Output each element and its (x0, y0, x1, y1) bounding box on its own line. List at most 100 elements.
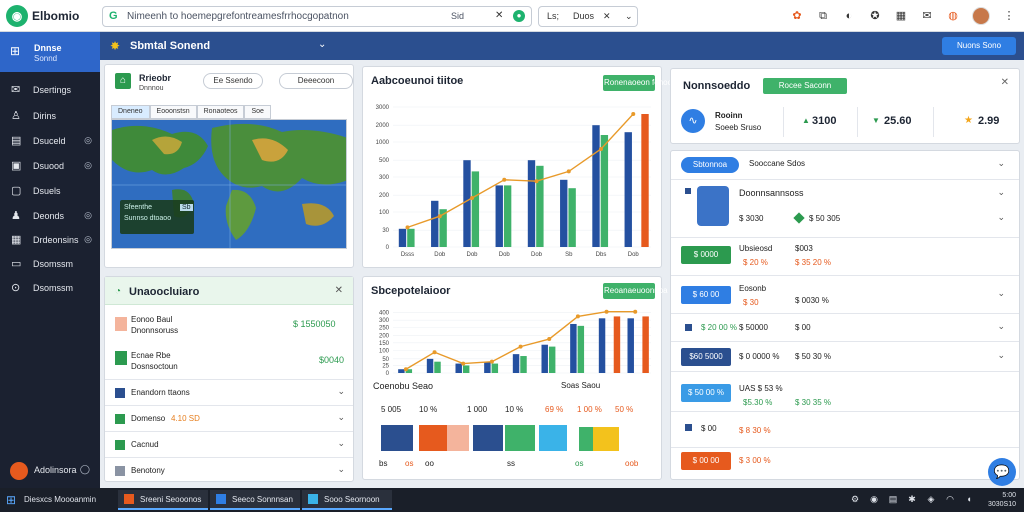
right-list-card: Sbtonnoa Sooccane Sdos ⌄ Doonnsannsoss ⌄… (670, 150, 1020, 480)
list-item[interactable]: Cacnud ⌄ (105, 431, 353, 457)
close-icon[interactable]: ✕ (334, 285, 343, 296)
sidebar-item-9[interactable]: ⊙ Dsomssm (0, 278, 100, 300)
list-item[interactable]: $ 20 00 % $ 50000 $ 00 ⌄ (671, 313, 1019, 341)
trend-line (407, 113, 634, 229)
chevron-down-icon: ⌄ (997, 288, 1005, 298)
row-sub: $ 30 (743, 298, 759, 307)
help-icon[interactable]: ◐ (845, 10, 853, 22)
list-item[interactable]: $ 0000 Ubsieosd $ 20 % $003 $ 35 20 % (671, 237, 1019, 275)
taskbar-app-3[interactable]: Sooo Seornoon (302, 490, 392, 510)
bluetooth-icon[interactable]: ✱ (908, 494, 916, 504)
extension-icon[interactable]: ● (513, 10, 525, 22)
shield-icon[interactable]: ◈ (927, 494, 935, 504)
revenue-filter-pill[interactable]: Ronenaoeon fonoo (603, 75, 672, 91)
right-list-pill[interactable]: Sbtonnoa (681, 157, 739, 173)
clock[interactable]: 5:00 3030S10 (980, 491, 1016, 509)
map-date-pill[interactable]: Deeecoon (279, 73, 353, 89)
map-filter-pill[interactable]: Ee Ssendo (203, 73, 263, 89)
settings-icon: ⊙ (11, 282, 21, 294)
sidebar-item-7[interactable]: ▦ Drdeonsins ◎ (0, 230, 100, 252)
list-item[interactable]: $ 00 00 $ 3 00 % (671, 447, 1019, 479)
x-tick-label: Dob (531, 252, 543, 258)
taskbar-app-2[interactable]: Seeco Sonnnsan (210, 490, 300, 510)
notification-icon[interactable]: ✿ (792, 10, 802, 22)
calendar-icon[interactable]: ▦ (895, 10, 907, 22)
url-text[interactable]: Nimeenh to hoemepgrefontreamesfrrhocgopa… (127, 11, 349, 22)
stat-block-3: ★ 2.99 (933, 107, 1013, 137)
close-icon[interactable]: ✕ (603, 11, 611, 21)
start-icon[interactable]: ⊞ (6, 493, 17, 507)
chevron-down-icon: ⌄ (997, 350, 1005, 360)
list-item[interactable]: $ 00 $ 8 30 % (671, 411, 1019, 447)
close-icon[interactable]: ✕ (1000, 77, 1009, 88)
taskbar-search[interactable]: Diesxcs Moooanmin (24, 495, 97, 504)
list-item[interactable]: $60 5000 $ 0 0000 % $ 50 30 % ⌄ (671, 341, 1019, 371)
bar (624, 132, 632, 247)
sidebar-brand[interactable]: ⊞ Dnnse Sonnd (0, 32, 100, 72)
expand-icon[interactable]: ✕ (495, 10, 504, 21)
search-box[interactable]: Ls; Duos ✕ ⌄ (538, 6, 638, 27)
list-item[interactable]: Domenso 4.10 SD ⌄ (105, 405, 353, 431)
chevron-down-icon[interactable]: ⌄ (318, 39, 327, 50)
profile-row[interactable]: Doonnsannsoss ⌄ $ 3030 $ 50 305 ⌄ (671, 179, 1019, 235)
trend-point (405, 225, 410, 230)
tab-1[interactable]: Dneneo (111, 105, 150, 119)
chevron-down-icon[interactable]: ⌄ (997, 158, 1005, 168)
clock-date: 3030S10 (987, 501, 1016, 508)
y-tick-label: 500 (379, 158, 390, 164)
sidebar-item-1[interactable]: ✉ Dsertings (0, 80, 100, 102)
sidebar-item-5[interactable]: ▢ Dsuels (0, 181, 100, 203)
row-badge: $ 50 00 % (681, 384, 731, 402)
sidebar-item-6[interactable]: ♟ Deonds ◎ (0, 206, 100, 228)
wifi-icon[interactable]: ◠ (946, 494, 954, 504)
taskbar-app-1[interactable]: Sreeni Seooonos (118, 490, 208, 510)
app-logo-icon[interactable]: ◉ (6, 5, 28, 27)
sidebar-user[interactable]: Adolinsora ◯ (8, 460, 92, 482)
mail-icon[interactable]: ✉ (922, 10, 932, 22)
share-icon[interactable]: ⧉ (819, 10, 827, 22)
list-item[interactable]: $ 60 00 Eosonb $ 30 $ 0030 % ⌄ (671, 275, 1019, 313)
bar (527, 160, 536, 247)
tab-2[interactable]: Eooonstsn (149, 105, 197, 119)
stat-block-2: ▼ 25.60 (857, 107, 931, 137)
chat-button[interactable]: 💬 (988, 458, 1016, 486)
refresh-icon: ◔ (115, 286, 122, 297)
expand-icon: ◎ (84, 160, 92, 170)
world-map[interactable]: Sfeenthe Sunnso dtoaoo Sb (111, 119, 347, 249)
stats-card: Nonnsoeddo Rocee Saconn ✕ ∿ Rooinn Soeeb… (670, 68, 1020, 144)
list-item[interactable]: Enandorn ttaons ⌄ (105, 379, 353, 405)
mini-chart-pill[interactable]: Reoanaeuoonnpa (603, 283, 668, 299)
row-label: $ 8 30 % (739, 426, 771, 435)
row-label: Eosonb (739, 284, 767, 293)
tab-3[interactable]: Ronaoteos (196, 105, 245, 119)
revenue-bar-chart[interactable]: 0 30 100 200 300 500 1000 2000 3000 Dsss Dob Dob Dob… (369, 101, 657, 261)
tab-4[interactable]: Soe (244, 105, 271, 119)
sound-icon[interactable]: ◉ (870, 494, 878, 504)
header-action-button[interactable]: Nuons Sono (942, 37, 1016, 55)
sidebar-item-8[interactable]: ▭ Dsomssm (0, 254, 100, 276)
sidebar-item-2[interactable]: ♙ Dirins (0, 106, 100, 128)
more-icon[interactable]: ⋮ (1003, 10, 1015, 22)
chat-icon[interactable]: ▤ (888, 494, 898, 504)
map-legend-line1: Sfeenthe (124, 204, 153, 211)
list-item[interactable]: Benotony ⌄ (105, 457, 353, 483)
stats-filter-pill[interactable]: Rocee Saconn (763, 78, 847, 94)
bar (431, 200, 439, 247)
list-item[interactable]: $ 50 00 % UAS $ 53 % $5.30 % $ 30 35 % (671, 371, 1019, 411)
x-tick-label: Dbs (596, 252, 607, 258)
alert-icon[interactable]: ◍ (948, 10, 958, 22)
trend-point (489, 359, 494, 364)
page-title: Sbmtal Sonend (130, 40, 211, 52)
avatar[interactable] (972, 7, 990, 25)
address-bar[interactable]: G Nimeenh to hoemepgrefontreamesfrrhocgo… (102, 6, 532, 27)
sidebar-item-4[interactable]: ▣ Dsuood ◎ (0, 156, 100, 178)
settings-icon[interactable]: ⚙ (850, 494, 860, 504)
volume-icon[interactable]: ◖ (966, 494, 972, 504)
list-row-2[interactable]: Ecnae Rbe Dosnsoctoun $0040 (105, 349, 353, 379)
settings-icon[interactable]: ✪ (870, 10, 880, 22)
sidebar-item-3[interactable]: ▤ Dsuceld ◎ (0, 131, 100, 153)
chevron-down-icon[interactable]: ⌄ (625, 11, 633, 21)
bullet-icon (685, 424, 692, 431)
list-row-1[interactable]: Eonoo Baul Dnonnsoruss $ 1550050 (105, 313, 353, 343)
